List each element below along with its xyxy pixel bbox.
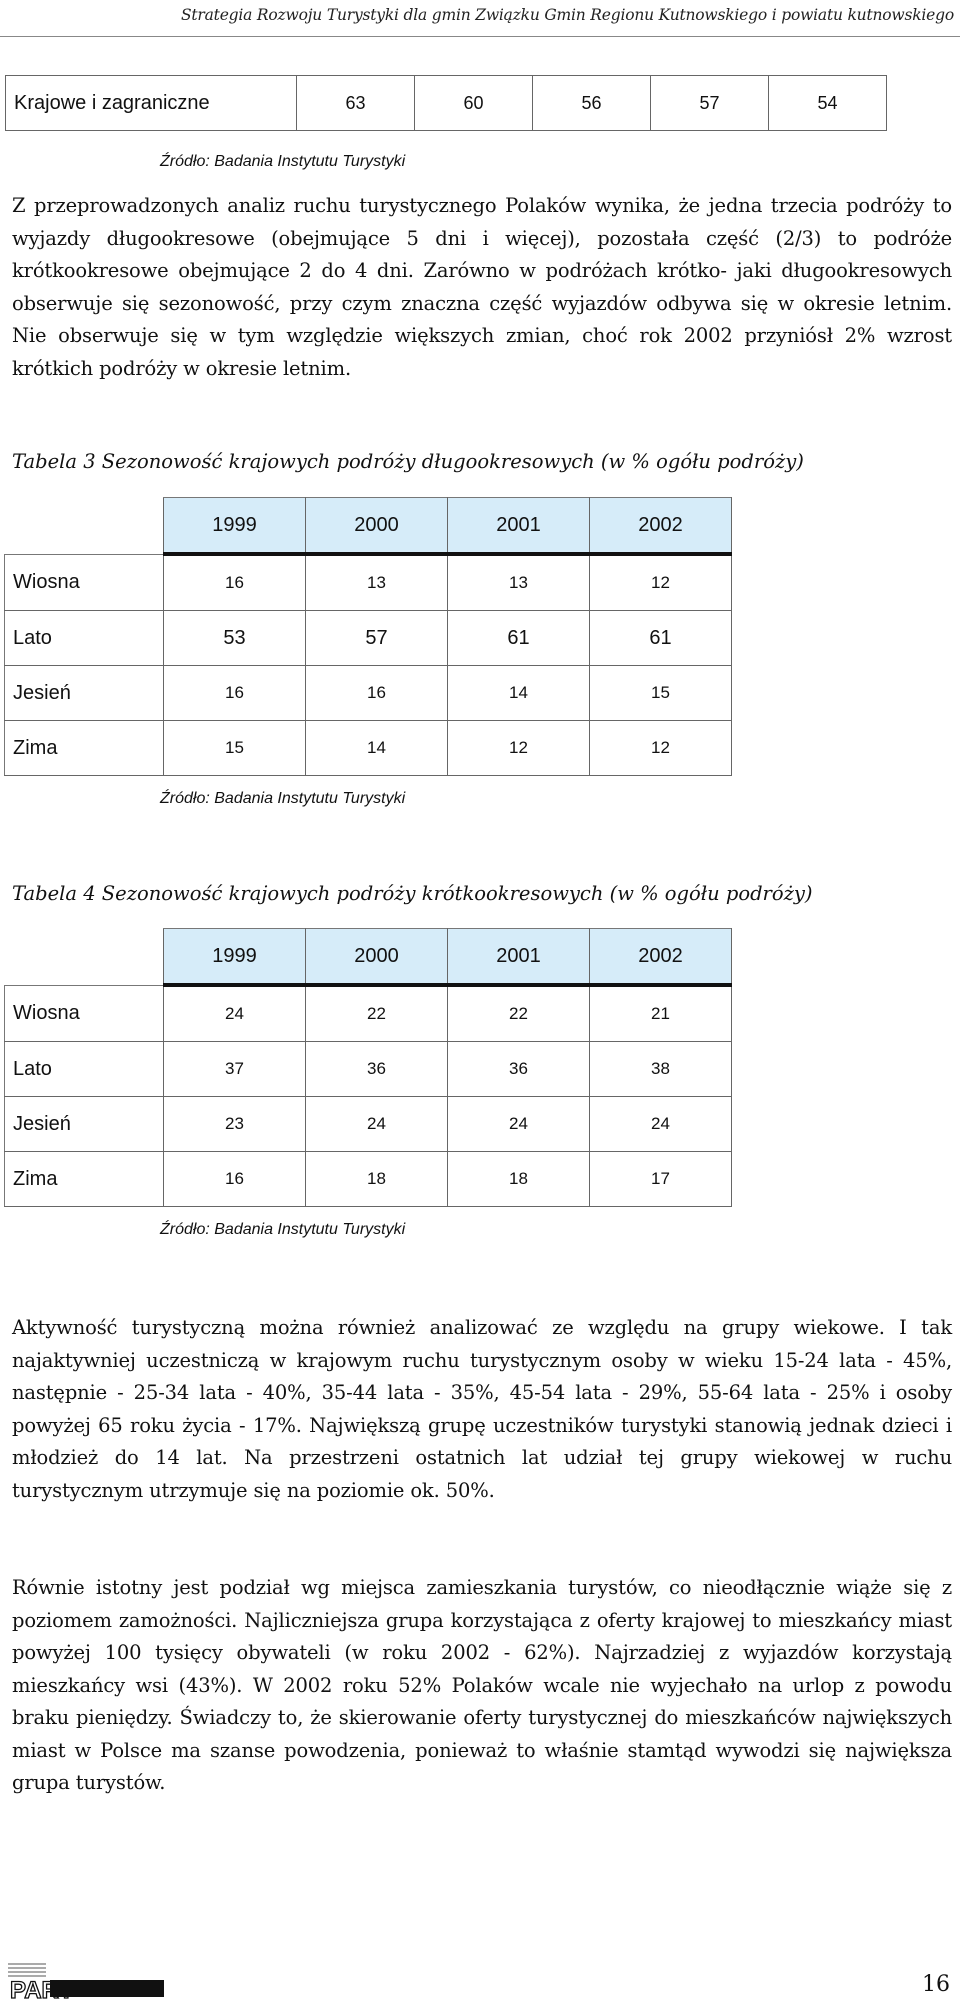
table-cell: 14 xyxy=(305,720,448,776)
table-cell: 13 xyxy=(447,553,590,611)
row-label: Zima xyxy=(4,720,164,776)
seasonality-table-long: 1999 2000 2001 2002 Wiosna 16 13 13 12 L… xyxy=(4,497,732,776)
seasonality-table-short: 1999 2000 2001 2002 Wiosna 24 22 22 21 L… xyxy=(4,928,732,1207)
column-header: 2001 xyxy=(447,497,590,556)
table-cell: 61 xyxy=(589,610,732,666)
table-cell: 12 xyxy=(447,720,590,776)
source-note: Źródło: Badania Instytutu Turystyki xyxy=(160,1221,406,1238)
table-cell: 14 xyxy=(447,665,590,721)
column-header: 2000 xyxy=(305,928,448,987)
table-cell: 18 xyxy=(447,1151,590,1207)
table-row: Lato 53 57 61 61 xyxy=(4,610,732,666)
table-row: Wiosna 24 22 22 21 xyxy=(4,984,732,1042)
table-row: Krajowe i zagraniczne 63 60 56 57 54 xyxy=(5,75,887,131)
page-number: 16 xyxy=(922,1972,950,1997)
table-row: Jesień 16 16 14 15 xyxy=(4,665,732,721)
table-caption: Tabela 3 Sezonowość krajowych podróży dł… xyxy=(12,450,804,473)
table-cell: 16 xyxy=(305,665,448,721)
column-header: 2001 xyxy=(447,928,590,987)
row-label: Krajowe i zagraniczne xyxy=(5,75,297,131)
table-cell: 38 xyxy=(589,1041,732,1097)
table-header-row: 1999 2000 2001 2002 xyxy=(4,928,732,987)
row-label: Lato xyxy=(4,610,164,666)
table-cell: 23 xyxy=(163,1096,306,1152)
table-cell: 12 xyxy=(589,720,732,776)
table-cell: 18 xyxy=(305,1151,448,1207)
table-cell: 24 xyxy=(163,984,306,1042)
row-label: Lato xyxy=(4,1041,164,1097)
source-note: Źródło: Badania Instytutu Turystyki xyxy=(160,790,406,807)
header-rule xyxy=(0,36,960,37)
row-label: Jesień xyxy=(4,665,164,721)
table-cell: 16 xyxy=(163,665,306,721)
column-header: 2000 xyxy=(305,497,448,556)
table-row: Jesień 23 24 24 24 xyxy=(4,1096,732,1152)
table-cell: 15 xyxy=(163,720,306,776)
row-label: Zima xyxy=(4,1151,164,1207)
table-cell: 36 xyxy=(447,1041,590,1097)
table-cell: 24 xyxy=(447,1096,590,1152)
table-cell: 54 xyxy=(768,75,887,131)
table-cell: 61 xyxy=(447,610,590,666)
continued-table: Krajowe i zagraniczne 63 60 56 57 54 xyxy=(5,75,887,131)
column-header: 1999 xyxy=(163,928,306,987)
table-cell: 24 xyxy=(305,1096,448,1152)
table-cell: 56 xyxy=(532,75,651,131)
paragraph: Równie istotny jest podział wg miejsca z… xyxy=(12,1576,952,1794)
table-cell: 22 xyxy=(447,984,590,1042)
table-cell: 15 xyxy=(589,665,732,721)
column-header: 2002 xyxy=(589,928,732,987)
table-cell: 57 xyxy=(650,75,769,131)
table-cell: 63 xyxy=(296,75,415,131)
table-cell: 12 xyxy=(589,553,732,611)
table-cell: 16 xyxy=(163,553,306,611)
table-cell: 21 xyxy=(589,984,732,1042)
table-row: Wiosna 16 13 13 12 xyxy=(4,553,732,611)
table-cell: 22 xyxy=(305,984,448,1042)
table-caption: Tabela 4 Sezonowość krajowych podróży kr… xyxy=(12,882,813,905)
source-note: Źródło: Badania Instytutu Turystyki xyxy=(160,153,406,170)
table-header-row: 1999 2000 2001 2002 xyxy=(4,497,732,556)
row-label: Jesień xyxy=(4,1096,164,1152)
table-cell: 53 xyxy=(163,610,306,666)
running-header: Strategia Rozwoju Turystyki dla gmin Zwi… xyxy=(180,6,954,24)
table-row: Lato 37 36 36 38 xyxy=(4,1041,732,1097)
table-cell: 60 xyxy=(414,75,533,131)
table-cell: 57 xyxy=(305,610,448,666)
row-label: Wiosna xyxy=(4,984,164,1042)
table-cell: 36 xyxy=(305,1041,448,1097)
footer-bar xyxy=(50,1980,164,1997)
table-cell: 16 xyxy=(163,1151,306,1207)
table-row: Zima 16 18 18 17 xyxy=(4,1151,732,1207)
table-cell: 17 xyxy=(589,1151,732,1207)
row-label: Wiosna xyxy=(4,553,164,611)
table-cell: 13 xyxy=(305,553,448,611)
table-row: Zima 15 14 12 12 xyxy=(4,720,732,776)
table-cell: 24 xyxy=(589,1096,732,1152)
paragraph: Aktywność turystyczną można również anal… xyxy=(12,1316,952,1502)
header-blank xyxy=(4,928,164,986)
paragraph: Z przeprowadzonych analiz ruchu turystyc… xyxy=(12,194,952,380)
table-cell: 37 xyxy=(163,1041,306,1097)
column-header: 2002 xyxy=(589,497,732,556)
header-blank xyxy=(4,497,164,555)
column-header: 1999 xyxy=(163,497,306,556)
